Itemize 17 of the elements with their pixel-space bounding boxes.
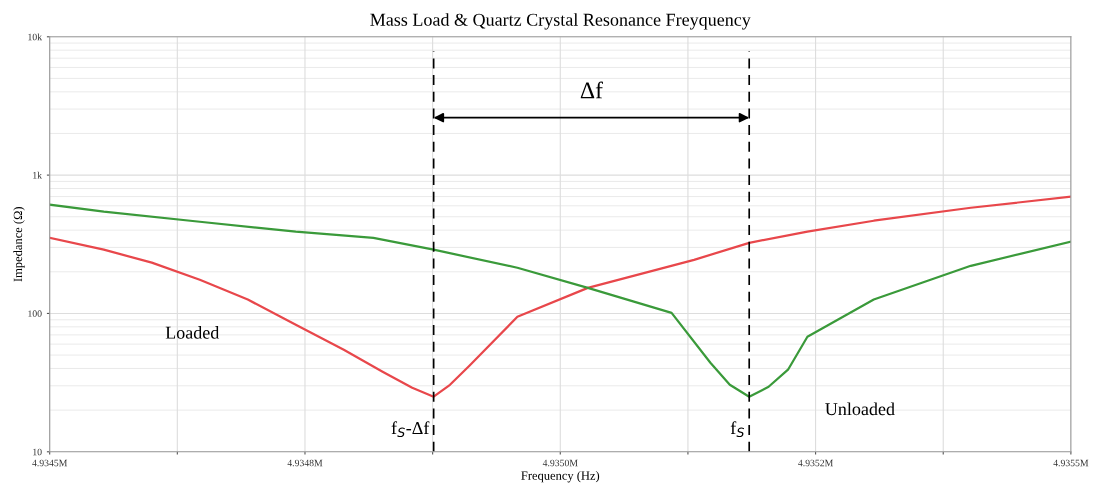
y-tick-label: 100: [28, 310, 42, 317]
series-label: Loaded: [165, 326, 220, 339]
x-axis-title: Frequency (Hz): [521, 471, 600, 483]
x-tick-label: 4.9345M: [32, 459, 68, 467]
y-tick-label: 10k: [28, 33, 43, 41]
annotation: Δf: [580, 81, 603, 99]
x-tick-label: 4.9348M: [287, 459, 323, 467]
ref-line-label: f$_{S}$-Δf: [391, 421, 430, 438]
x-tick-label: 4.9355M: [1053, 459, 1089, 467]
x-tick-label: 4.9352M: [798, 459, 833, 467]
y-axis-title: Impedance (Ω): [13, 207, 25, 282]
y-tick-label: 1k: [33, 171, 43, 179]
ref-line-label: f$_{S}$: [730, 421, 745, 438]
chart-title: Mass Load & Quartz Crystal Resonance Freyquency: [370, 13, 751, 30]
x-tick-label: 4.9350M: [542, 459, 578, 467]
y-tick-label: 10: [33, 448, 42, 456]
text: Unloaded: [825, 402, 895, 416]
